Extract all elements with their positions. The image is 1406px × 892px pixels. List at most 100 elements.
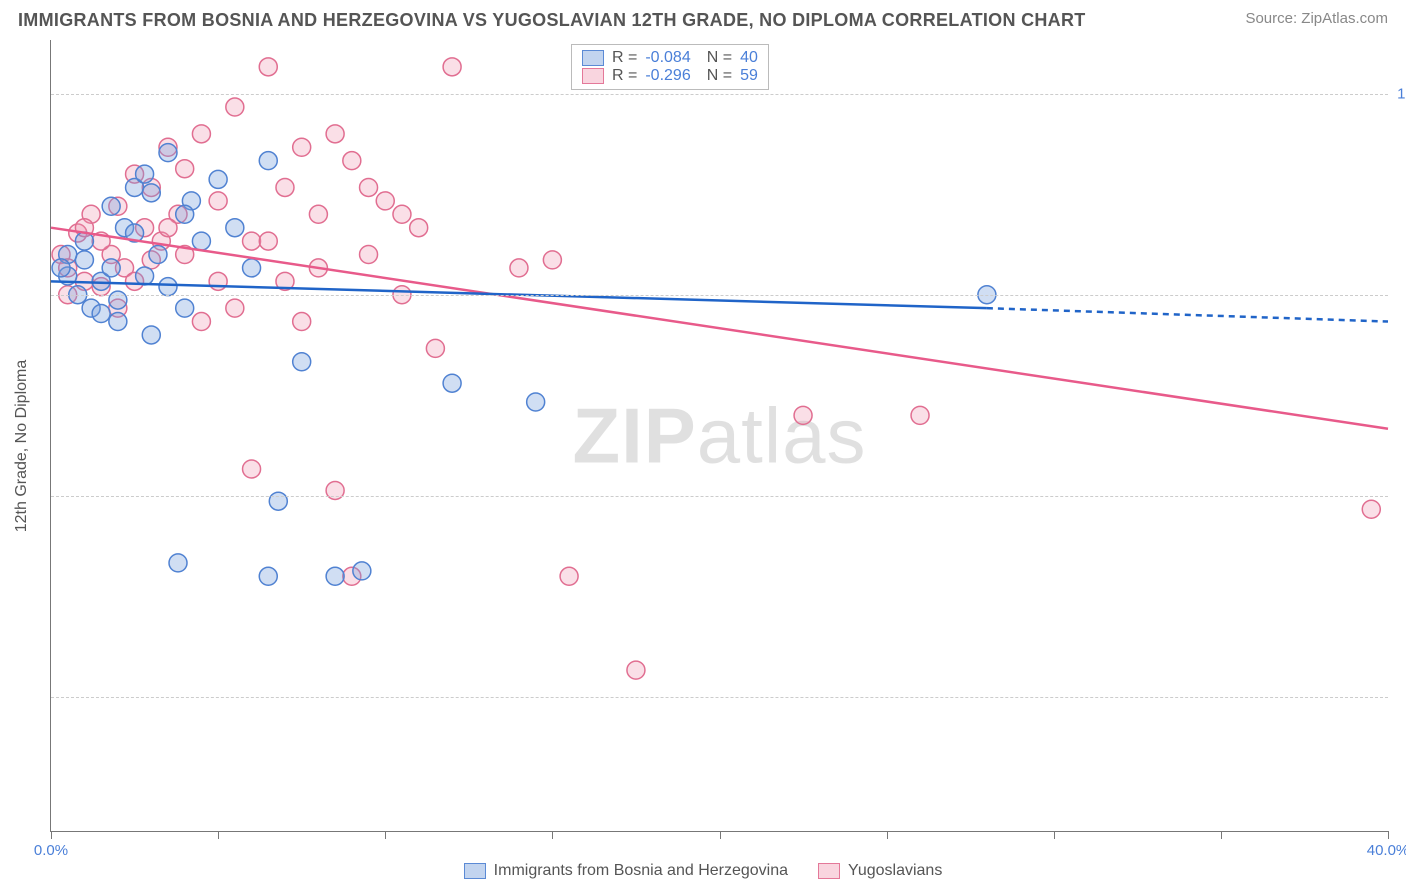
scatter-point — [142, 184, 160, 202]
scatter-point — [192, 125, 210, 143]
scatter-point — [443, 58, 461, 76]
scatter-point — [911, 406, 929, 424]
x-tick — [1221, 831, 1222, 839]
legend-swatch — [582, 50, 604, 66]
scatter-point — [209, 192, 227, 210]
trend-line — [51, 228, 1388, 429]
scatter-point — [343, 152, 361, 170]
scatter-point — [102, 259, 120, 277]
scatter-point — [794, 406, 812, 424]
scatter-point — [560, 567, 578, 585]
n-value: 40 — [740, 49, 758, 67]
scatter-point — [176, 299, 194, 317]
legend-stat-row: R = -0.084 N = 40 — [582, 49, 758, 67]
scatter-point — [259, 567, 277, 585]
scatter-point — [136, 267, 154, 285]
scatter-point — [293, 313, 311, 331]
scatter-point — [410, 219, 428, 237]
scatter-point — [142, 326, 160, 344]
scatter-point — [243, 232, 261, 250]
scatter-point — [243, 259, 261, 277]
scatter-point — [192, 313, 210, 331]
scatter-point — [159, 278, 177, 296]
grid-line — [51, 697, 1388, 698]
r-label: R = — [612, 49, 637, 67]
scatter-point — [393, 205, 411, 223]
r-value: -0.296 — [645, 67, 690, 85]
scatter-point — [360, 178, 378, 196]
scatter-point — [209, 170, 227, 188]
x-tick — [552, 831, 553, 839]
scatter-point — [527, 393, 545, 411]
scatter-point — [309, 205, 327, 223]
grid-line — [51, 496, 1388, 497]
y-tick-label: 77.5% — [1393, 688, 1406, 705]
n-value: 59 — [740, 67, 758, 85]
scatter-point — [149, 246, 167, 264]
scatter-point — [169, 554, 187, 572]
scatter-point — [293, 353, 311, 371]
legend-item: Immigrants from Bosnia and Herzegovina — [464, 862, 788, 880]
chart-title: IMMIGRANTS FROM BOSNIA AND HERZEGOVINA V… — [18, 10, 1086, 31]
legend-label: Immigrants from Bosnia and Herzegovina — [494, 862, 788, 880]
scatter-point — [259, 152, 277, 170]
scatter-point — [259, 58, 277, 76]
scatter-point — [376, 192, 394, 210]
scatter-point — [226, 98, 244, 116]
series-legend: Immigrants from Bosnia and Herzegovina Yu… — [0, 862, 1406, 880]
scatter-point — [209, 272, 227, 290]
x-tick — [385, 831, 386, 839]
scatter-plot-svg — [51, 40, 1388, 831]
scatter-point — [226, 299, 244, 317]
scatter-point — [510, 259, 528, 277]
scatter-point — [353, 562, 371, 580]
scatter-point — [426, 339, 444, 357]
scatter-point — [176, 160, 194, 178]
scatter-point — [102, 197, 120, 215]
scatter-point — [326, 125, 344, 143]
x-tick-label: 0.0% — [34, 842, 68, 859]
legend-stat-row: R = -0.296 N = 59 — [582, 67, 758, 85]
scatter-point — [136, 165, 154, 183]
legend-label: Yugoslavians — [848, 862, 942, 880]
scatter-point — [243, 460, 261, 478]
legend-swatch — [582, 68, 604, 84]
scatter-point — [326, 567, 344, 585]
x-tick — [51, 831, 52, 839]
legend-swatch — [464, 863, 486, 879]
scatter-point — [159, 144, 177, 162]
scatter-point — [276, 178, 294, 196]
grid-line — [51, 295, 1388, 296]
y-tick-label: 92.5% — [1393, 286, 1406, 303]
x-tick — [720, 831, 721, 839]
x-tick — [1054, 831, 1055, 839]
chart-plot-area: ZIPatlas R = -0.084 N = 40 R = -0.296 N … — [50, 40, 1388, 832]
scatter-point — [52, 259, 70, 277]
scatter-point — [293, 138, 311, 156]
scatter-point — [92, 304, 110, 322]
y-axis-label: 12th Grade, No Diploma — [13, 360, 31, 533]
x-tick — [1388, 831, 1389, 839]
y-tick-label: 100.0% — [1393, 85, 1406, 102]
x-tick — [887, 831, 888, 839]
scatter-point — [192, 232, 210, 250]
legend-swatch — [818, 863, 840, 879]
source-attribution: Source: ZipAtlas.com — [1245, 10, 1388, 27]
trend-line — [987, 308, 1388, 321]
scatter-point — [226, 219, 244, 237]
scatter-point — [543, 251, 561, 269]
x-tick-label: 40.0% — [1367, 842, 1406, 859]
r-value: -0.084 — [645, 49, 690, 67]
scatter-point — [176, 205, 194, 223]
grid-line — [51, 94, 1388, 95]
n-label: N = — [707, 49, 732, 67]
scatter-point — [1362, 500, 1380, 518]
r-label: R = — [612, 67, 637, 85]
scatter-point — [109, 313, 127, 331]
n-label: N = — [707, 67, 732, 85]
scatter-point — [443, 374, 461, 392]
scatter-point — [627, 661, 645, 679]
correlation-legend: R = -0.084 N = 40 R = -0.296 N = 59 — [571, 44, 769, 90]
legend-item: Yugoslavians — [818, 862, 942, 880]
scatter-point — [75, 251, 93, 269]
